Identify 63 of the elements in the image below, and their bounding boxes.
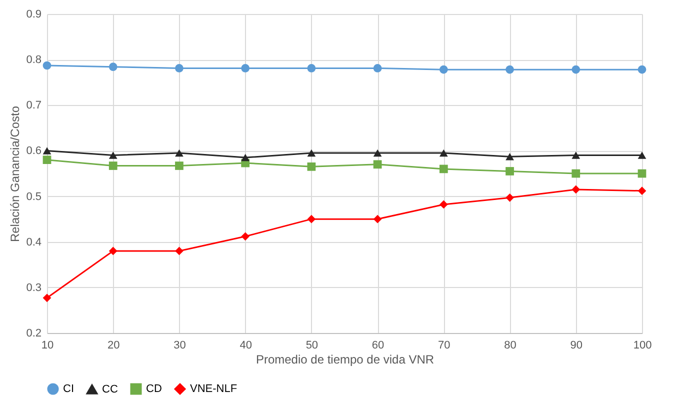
point	[108, 62, 118, 72]
point	[506, 153, 514, 160]
point	[638, 152, 646, 159]
point	[42, 294, 52, 302]
point	[572, 169, 580, 178]
point	[175, 149, 184, 157]
point	[373, 160, 382, 169]
point	[307, 162, 316, 171]
point	[307, 64, 316, 72]
y-tick-label: 0.4	[26, 236, 42, 248]
point	[241, 232, 250, 241]
point	[439, 149, 448, 157]
point	[108, 246, 118, 256]
point	[373, 149, 382, 157]
legend-label: VNE-NLF	[190, 383, 238, 395]
legend-label: CC	[102, 383, 118, 396]
point	[638, 65, 646, 74]
y-axis-title: Relación Ganancia/Costo	[8, 106, 22, 242]
point	[506, 167, 514, 176]
x-tick-label: 10	[41, 340, 54, 352]
point	[42, 147, 52, 154]
x-tick-label: 70	[438, 340, 450, 352]
point	[638, 186, 646, 195]
x-tick-label: 60	[372, 340, 384, 352]
x-tick-label: 90	[570, 340, 583, 352]
y-tick-label: 0.9	[26, 8, 42, 20]
x-tick-label: 20	[107, 340, 120, 352]
point	[439, 65, 448, 74]
y-tick-label: 0.5	[26, 190, 42, 203]
point	[241, 64, 250, 72]
x-tick-label: 40	[240, 340, 252, 352]
y-tick-label: 0.2	[26, 328, 42, 340]
point	[439, 164, 448, 174]
point	[506, 193, 514, 202]
point	[373, 214, 382, 224]
x-tick-label: 30	[174, 340, 186, 352]
y-tick-label: 0.6	[26, 145, 42, 158]
point	[439, 200, 448, 209]
y-tick-label: 0.7	[26, 100, 42, 112]
x-tick-label: 80	[504, 340, 516, 352]
x-axis-title: Promedio de tiempo de vida VNR	[256, 352, 434, 366]
point	[307, 149, 316, 157]
point	[175, 246, 184, 256]
point	[241, 154, 250, 162]
point	[572, 185, 580, 194]
x-tick-label: 100	[633, 340, 652, 352]
point	[42, 61, 52, 70]
legend-label: CI	[63, 383, 74, 395]
point	[175, 64, 184, 72]
y-tick-label: 0.8	[26, 54, 42, 66]
point	[108, 162, 118, 170]
point	[175, 162, 184, 170]
point	[42, 156, 52, 164]
point	[572, 65, 580, 74]
point	[506, 65, 514, 74]
x-tick-label: 50	[306, 340, 318, 352]
point	[108, 152, 118, 159]
point	[572, 152, 580, 159]
point	[373, 64, 382, 72]
point	[307, 214, 316, 224]
y-tick-label: 0.3	[26, 282, 42, 294]
legend-label: CD	[146, 383, 162, 395]
point	[638, 169, 646, 178]
